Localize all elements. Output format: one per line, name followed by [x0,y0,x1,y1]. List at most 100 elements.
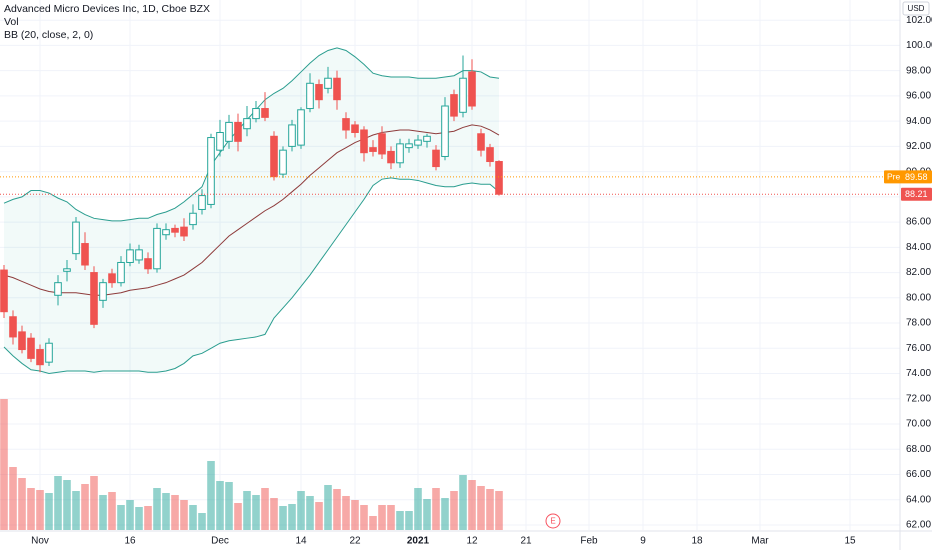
volume-bar [441,498,449,530]
candle-body [135,249,143,261]
candle-body [189,212,197,226]
volume-bar [495,491,503,530]
candle-body [216,132,224,151]
y-tick-label: 98.00 [906,65,931,76]
x-tick-label: 2021 [407,536,430,547]
volume-bar [63,480,71,530]
candle-body [207,137,215,205]
y-tick-label: 62.00 [906,520,931,531]
volume-bar [351,500,359,530]
candle-body [126,249,134,263]
candle-body [378,133,386,155]
x-tick-label: 14 [295,536,307,547]
candle-body [180,226,188,237]
candle-body [99,282,107,301]
candle-body [252,108,260,120]
candle-body [315,84,323,101]
volume-bar [306,496,314,530]
x-tick-label: 22 [349,536,361,547]
volume-bar [18,478,26,530]
pre-market-tag [884,170,932,184]
candle-body [306,82,314,110]
volume-legend: Vol [4,16,19,28]
candle-body [234,121,242,142]
x-tick-label: Feb [580,536,598,547]
x-tick-label: Nov [31,536,49,547]
volume-bar [378,505,386,530]
volume-bar [225,482,233,530]
volume-bar [27,488,35,530]
volume-bar [360,505,368,530]
volume-bar [36,490,44,530]
volume-bar [189,505,197,530]
y-tick-label: 82.00 [906,267,931,278]
currency: USD [908,4,925,13]
volume-bar [477,486,485,530]
candle-body [171,227,179,233]
volume-bar [405,511,413,530]
price-axis [900,0,932,550]
bb-legend: BB (20, close, 2, 0) [4,29,93,41]
chart-title: Advanced Micro Devices Inc, 1D, Cboe BZX [4,3,210,15]
candle-body [117,261,125,284]
bb-lower [3,177,500,375]
volume-bar [270,498,278,530]
candle-body [333,77,341,101]
bb-basis [3,124,500,296]
y-tick-label: 72.00 [906,393,931,404]
event-label: E [550,517,555,526]
y-tick-label: 66.00 [906,469,931,480]
volume-bar [342,496,350,530]
candle-body [387,150,395,164]
candle-body [486,147,494,163]
volume-bar [135,507,143,530]
volume-bar [369,516,377,530]
candle-body [54,282,62,296]
y-tick-label: 96.00 [906,91,931,102]
y-tick-label: 86.00 [906,217,931,228]
volume-bar [243,491,251,530]
candle-body [369,147,377,152]
volume-bar [54,476,62,530]
volume-bar [207,461,215,530]
candle-body [324,77,332,89]
candle-body [261,108,269,118]
volume-bar [396,511,404,530]
candle-body [432,149,440,168]
candle-body [351,124,359,134]
candle-body [414,139,422,146]
candle-body [297,109,305,146]
y-tick-label: 68.00 [906,444,931,455]
volume-bar [144,506,152,530]
candle-body [225,121,233,142]
candle-body [72,221,80,255]
y-tick-label: 70.00 [906,419,931,430]
y-tick-label: 100.00 [906,40,932,51]
last-price-value: 88.21 [905,189,928,199]
candle-body [495,161,503,195]
candle-body [342,118,350,131]
bb-upper [3,47,500,222]
candle-body [18,331,26,351]
volume-bar [126,500,134,530]
volume-bar [387,505,395,530]
candle-body [144,258,152,270]
volume-bar [198,513,206,530]
volume-bar [153,488,161,530]
volume-bar [72,491,80,530]
volume-bar [423,499,431,530]
candle-body [423,135,431,142]
candle-body [279,149,287,175]
grid [0,0,900,530]
x-tick-label: 12 [466,536,478,547]
pre-market-value: 89.58 [905,172,928,182]
volume-bar [288,504,296,530]
labels: 62.00 64.00 66.00 68.00 70.00 72.00 74.00 76.00… [31,15,932,547]
candle-body [153,227,161,270]
volume-bar [0,399,8,530]
candle-body [27,337,35,359]
bb-fill [4,47,499,374]
candle-body [405,143,413,149]
volume-bar [117,505,125,530]
volume-bar [180,500,188,530]
